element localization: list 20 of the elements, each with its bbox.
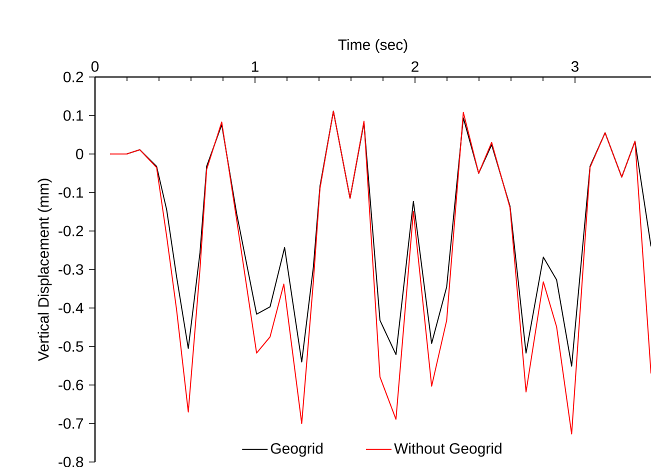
y-tick-label: 0.2 (64, 72, 84, 82)
y-tick-label: -0.6 (58, 380, 84, 390)
y-tick-label: -0.4 (58, 302, 84, 314)
x-tick-label: 3 (571, 61, 579, 72)
legend-label: Geogrid (270, 442, 323, 457)
y-tick-label: -0.3 (58, 264, 84, 275)
x-tick-label: 1 (252, 61, 258, 72)
y-tick-label: 0.1 (64, 110, 84, 121)
legend-label: Without Geogrid (394, 442, 502, 457)
x-tick-label: 2 (412, 61, 418, 72)
y-tick-label: 0 (76, 148, 84, 160)
y-tick-label: -0.2 (58, 226, 84, 236)
y-axis-title: Vertical Displacement (mm) (38, 178, 52, 362)
x-axis-title: Time (sec) (338, 38, 408, 53)
line-series (110, 110, 651, 434)
y-tick-label: -0.8 (58, 456, 84, 467)
y-tick-label: -0.5 (58, 341, 84, 352)
x-tick-label: 0 (91, 61, 99, 72)
y-tick-label: -0.7 (58, 418, 84, 429)
y-tick-label: -0.1 (58, 187, 84, 198)
